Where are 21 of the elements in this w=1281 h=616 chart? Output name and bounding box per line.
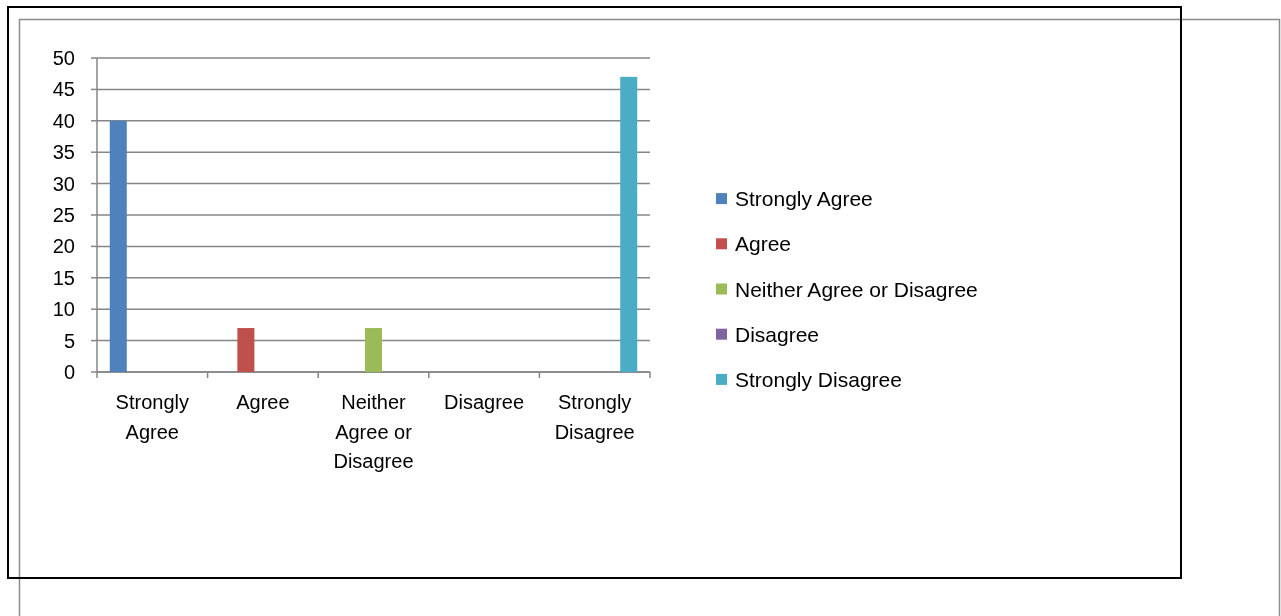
legend-label: Agree [735, 232, 792, 256]
y-tick-label: 25 [52, 204, 75, 226]
x-tick-label: Strongly Agree [115, 391, 189, 443]
y-tick-label: 10 [52, 298, 75, 321]
y-tick-label: 45 [52, 78, 75, 101]
y-tick-label: 0 [63, 361, 75, 383]
y-tick-label: 50 [52, 47, 75, 69]
legend-label: Strongly Disagree [735, 367, 902, 391]
legend-label: Strongly Agree [735, 187, 873, 211]
x-tick-label: Neither Agree or Disagree [333, 391, 414, 472]
legend-label: Neither Agree or Disagree [735, 277, 978, 301]
x-tick-label: Agree [236, 391, 290, 413]
y-tick-label: 20 [52, 235, 75, 258]
y-tick-label: 30 [52, 172, 75, 195]
y-tick-label: 15 [52, 266, 75, 289]
y-tick-label: 35 [52, 141, 75, 164]
x-tick-label: Disagree [444, 391, 525, 413]
y-tick-label: 5 [63, 329, 75, 352]
x-tick-label: Strongly Disagree [554, 391, 635, 443]
y-tick-label: 40 [52, 109, 75, 132]
legend-label: Disagree [735, 322, 820, 346]
